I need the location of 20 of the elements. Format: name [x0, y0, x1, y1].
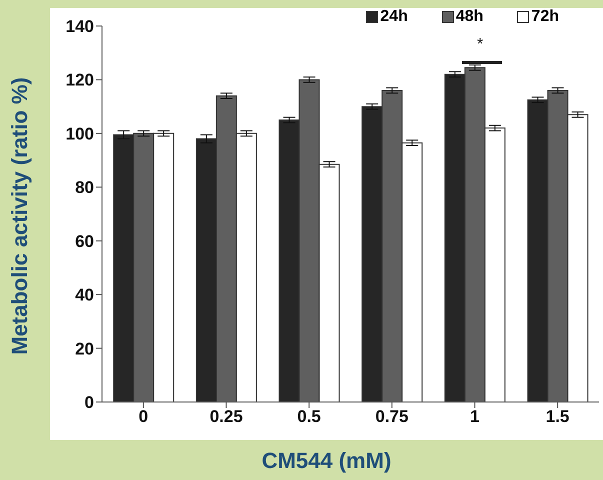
legend-label: 24h [380, 8, 408, 26]
y-tick-label: 60 [75, 232, 94, 251]
y-tick-label: 100 [66, 124, 94, 144]
y-tick-label: 140 [66, 17, 94, 36]
legend-label: 72h [531, 8, 559, 26]
x-tick-label: 0.75 [375, 407, 408, 426]
legend-label: 48h [456, 8, 484, 26]
x-tick-label: 1 [470, 407, 480, 426]
y-tick-label: 0 [84, 393, 94, 412]
x-tick-label: 0 [138, 407, 148, 426]
annotation: * [477, 36, 484, 54]
x-tick-label: 0.25 [210, 407, 243, 426]
y-tick-label: 120 [66, 70, 94, 90]
x-tick-label: 1.5 [546, 407, 570, 426]
x-axis-title: CM544 (mM) [260, 448, 392, 474]
y-tick-label: 20 [75, 339, 94, 358]
y-tick-label: 80 [75, 178, 94, 198]
y-axis-title: Metabolic activity (ratio %) [7, 77, 33, 355]
x-tick-label: 0.5 [297, 407, 321, 426]
y-tick-label: 40 [75, 286, 94, 305]
